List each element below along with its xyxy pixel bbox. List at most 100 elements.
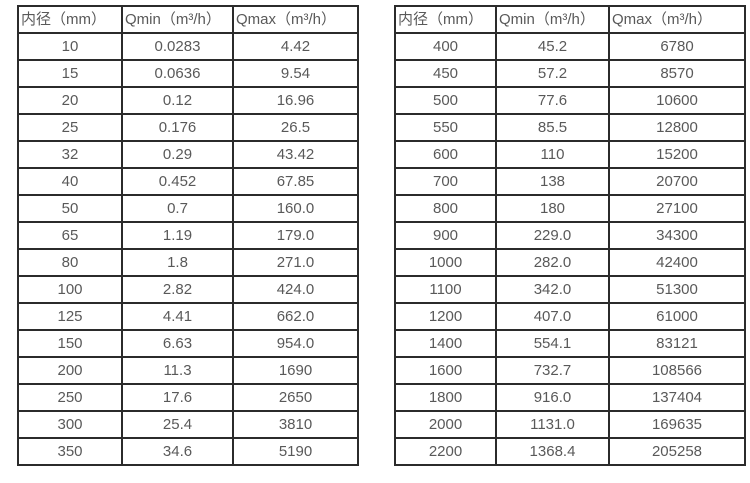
table-cell: 138 bbox=[495, 167, 610, 196]
table-row: 1200 407.0 61000 bbox=[394, 302, 746, 331]
table-cell: 150 bbox=[17, 329, 123, 358]
table-cell: 32 bbox=[17, 140, 123, 169]
table-row: 65 1.19 179.0 bbox=[17, 221, 359, 250]
table-cell: 700 bbox=[394, 167, 497, 196]
table-cell: 110 bbox=[495, 140, 610, 169]
table-cell: 1690 bbox=[232, 356, 359, 385]
table-row: 10 0.0283 4.42 bbox=[17, 32, 359, 61]
table-cell: 25.4 bbox=[121, 410, 234, 439]
table-row: 25 0.176 26.5 bbox=[17, 113, 359, 142]
table-cell: 407.0 bbox=[495, 302, 610, 331]
table-row: 32 0.29 43.42 bbox=[17, 140, 359, 169]
table-cell: 500 bbox=[394, 86, 497, 115]
column-header: 内径（mm） bbox=[17, 5, 123, 34]
table-cell: 1.19 bbox=[121, 221, 234, 250]
table-cell: 40 bbox=[17, 167, 123, 196]
table-cell: 83121 bbox=[608, 329, 746, 358]
table-cell: 250 bbox=[17, 383, 123, 412]
table-row: 250 17.6 2650 bbox=[17, 383, 359, 412]
table-row: 1800 916.0 137404 bbox=[394, 383, 746, 412]
table-cell: 77.6 bbox=[495, 86, 610, 115]
table-cell: 42400 bbox=[608, 248, 746, 277]
flow-rate-tables-container: 内径（mm） Qmin（m³/h） Qmax（m³/h） 10 0.0283 4.42 1… bbox=[17, 5, 746, 466]
table-cell: 180 bbox=[495, 194, 610, 223]
table-cell: 550 bbox=[394, 113, 497, 142]
table-row: 20 0.12 16.96 bbox=[17, 86, 359, 115]
table-row: 500 77.6 10600 bbox=[394, 86, 746, 115]
table-cell: 61000 bbox=[608, 302, 746, 331]
table-cell: 916.0 bbox=[495, 383, 610, 412]
table-cell: 15200 bbox=[608, 140, 746, 169]
table-cell: 169635 bbox=[608, 410, 746, 439]
table-cell: 34.6 bbox=[121, 437, 234, 466]
table-cell: 400 bbox=[394, 32, 497, 61]
table-cell: 282.0 bbox=[495, 248, 610, 277]
table-row: 600 110 15200 bbox=[394, 140, 746, 169]
table-cell: 20 bbox=[17, 86, 123, 115]
table-row: 100 2.82 424.0 bbox=[17, 275, 359, 304]
table-cell: 4.41 bbox=[121, 302, 234, 331]
table-cell: 26.5 bbox=[232, 113, 359, 142]
table-cell: 108566 bbox=[608, 356, 746, 385]
table-cell: 9.54 bbox=[232, 59, 359, 88]
table-cell: 900 bbox=[394, 221, 497, 250]
table-cell: 1800 bbox=[394, 383, 497, 412]
table-row: 1000 282.0 42400 bbox=[394, 248, 746, 277]
table-cell: 342.0 bbox=[495, 275, 610, 304]
table-cell: 100 bbox=[17, 275, 123, 304]
table-row: 50 0.7 160.0 bbox=[17, 194, 359, 223]
table-row: 15 0.0636 9.54 bbox=[17, 59, 359, 88]
table-cell: 20700 bbox=[608, 167, 746, 196]
column-header: Qmax（m³/h） bbox=[608, 5, 746, 34]
table-cell: 80 bbox=[17, 248, 123, 277]
table-cell: 0.452 bbox=[121, 167, 234, 196]
table-cell: 1.8 bbox=[121, 248, 234, 277]
table-cell: 15 bbox=[17, 59, 123, 88]
table-cell: 2650 bbox=[232, 383, 359, 412]
table-cell: 662.0 bbox=[232, 302, 359, 331]
table-row: 900 229.0 34300 bbox=[394, 221, 746, 250]
table-cell: 954.0 bbox=[232, 329, 359, 358]
table-row: 2200 1368.4 205258 bbox=[394, 437, 746, 466]
table-cell: 51300 bbox=[608, 275, 746, 304]
table-cell: 800 bbox=[394, 194, 497, 223]
table-cell: 5190 bbox=[232, 437, 359, 466]
column-header: 内径（mm） bbox=[394, 5, 497, 34]
table-cell: 2000 bbox=[394, 410, 497, 439]
table-cell: 600 bbox=[394, 140, 497, 169]
flow-rate-table-large-diameters: 内径（mm） Qmin（m³/h） Qmax（m³/h） 400 45.2 6780 45… bbox=[394, 5, 746, 466]
table-row: 200 11.3 1690 bbox=[17, 356, 359, 385]
table-row: 400 45.2 6780 bbox=[394, 32, 746, 61]
table-cell: 0.0636 bbox=[121, 59, 234, 88]
table-cell: 10600 bbox=[608, 86, 746, 115]
table-cell: 12800 bbox=[608, 113, 746, 142]
table-cell: 229.0 bbox=[495, 221, 610, 250]
header-row: 内径（mm） Qmin（m³/h） Qmax（m³/h） bbox=[394, 5, 746, 34]
table-cell: 1100 bbox=[394, 275, 497, 304]
header-row: 内径（mm） Qmin（m³/h） Qmax（m³/h） bbox=[17, 5, 359, 34]
table-cell: 1131.0 bbox=[495, 410, 610, 439]
column-header: Qmin（m³/h） bbox=[495, 5, 610, 34]
table-cell: 43.42 bbox=[232, 140, 359, 169]
table-cell: 1600 bbox=[394, 356, 497, 385]
table-cell: 350 bbox=[17, 437, 123, 466]
table-cell: 0.12 bbox=[121, 86, 234, 115]
table-cell: 1000 bbox=[394, 248, 497, 277]
table-cell: 10 bbox=[17, 32, 123, 61]
table-cell: 125 bbox=[17, 302, 123, 331]
table-cell: 1400 bbox=[394, 329, 497, 358]
table-cell: 200 bbox=[17, 356, 123, 385]
table-cell: 50 bbox=[17, 194, 123, 223]
table-cell: 205258 bbox=[608, 437, 746, 466]
table-cell: 8570 bbox=[608, 59, 746, 88]
table-cell: 85.5 bbox=[495, 113, 610, 142]
table-cell: 11.3 bbox=[121, 356, 234, 385]
table-row: 40 0.452 67.85 bbox=[17, 167, 359, 196]
table-cell: 732.7 bbox=[495, 356, 610, 385]
table-cell: 6.63 bbox=[121, 329, 234, 358]
column-header: Qmax（m³/h） bbox=[232, 5, 359, 34]
table-cell: 424.0 bbox=[232, 275, 359, 304]
column-header: Qmin（m³/h） bbox=[121, 5, 234, 34]
table-row: 2000 1131.0 169635 bbox=[394, 410, 746, 439]
table-cell: 554.1 bbox=[495, 329, 610, 358]
